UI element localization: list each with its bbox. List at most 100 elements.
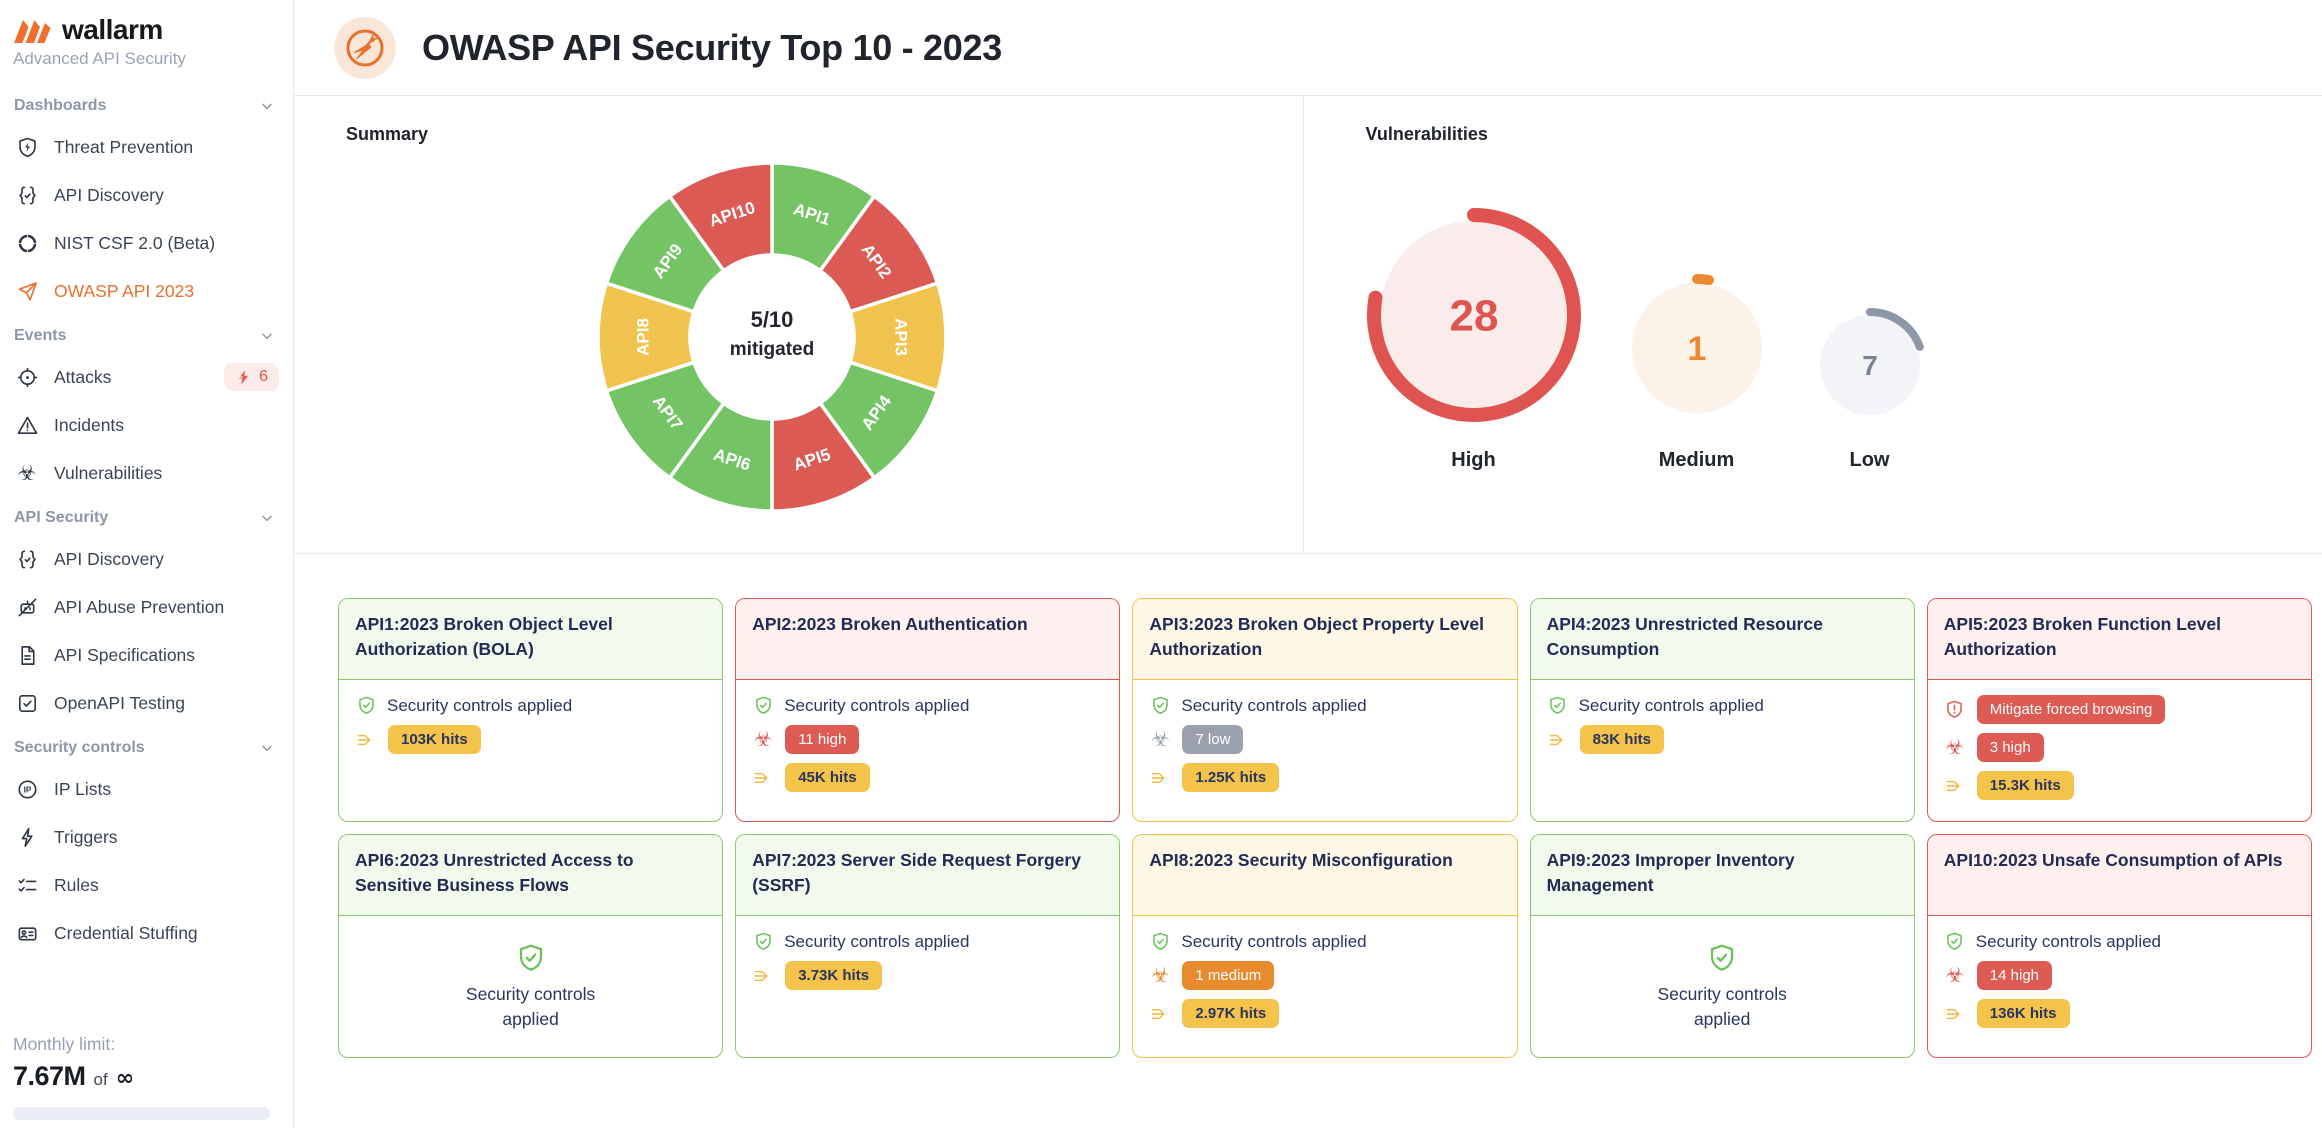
nav-section-api-security[interactable]: API Security xyxy=(13,497,281,535)
card-header: API10:2023 Unsafe Consumption of APIs xyxy=(1927,835,2311,916)
card-api5[interactable]: API5:2023 Broken Function Level Authoriz… xyxy=(1926,598,2312,822)
card-api2[interactable]: API2:2023 Broken Authentication Security… xyxy=(735,598,1121,822)
card-title: API10:2023 Unsafe Consumption of APIs xyxy=(1943,850,2283,870)
nav-section-dashboards[interactable]: Dashboards xyxy=(13,85,281,123)
security-controls-status: Security controls applied xyxy=(752,931,1103,952)
hits-row: 3.73K hits xyxy=(752,961,1103,990)
sidebar-item-api-specifications[interactable]: API Specifications xyxy=(13,631,281,679)
nav-section-events[interactable]: Events xyxy=(13,315,281,353)
sidebar-item-rules[interactable]: Rules xyxy=(13,861,281,909)
wallarm-logo-icon xyxy=(13,15,53,45)
card-api6[interactable]: API6:2023 Unrestricted Access to Sensiti… xyxy=(338,834,724,1058)
sidebar-item-ip-lists[interactable]: IP IP Lists xyxy=(13,765,281,813)
shield-check-icon xyxy=(1547,695,1569,716)
nav-section-security-controls[interactable]: Security controls xyxy=(13,727,281,765)
shield-check-icon xyxy=(752,931,774,952)
chevron-down-icon xyxy=(259,328,275,344)
security-controls-status: Security controls applied xyxy=(465,984,596,1029)
severity-badge: 14 high xyxy=(1976,961,2053,990)
hits-row: 2.97K hits xyxy=(1149,999,1500,1028)
sidebar-item-label: API Specifications xyxy=(54,644,196,665)
gauge-high: 28 High xyxy=(1366,207,1582,472)
card-api9[interactable]: API9:2023 Improper Inventory Management … xyxy=(1529,834,1915,1058)
attack-bolt-icon xyxy=(235,369,252,386)
sidebar-item-label: Triggers xyxy=(54,826,118,847)
hits-badge: 136K hits xyxy=(1976,999,2070,1028)
sidebar-item-owasp-api-2023[interactable]: OWASP API 2023 xyxy=(13,267,281,315)
hits-row: 45K hits xyxy=(752,763,1103,792)
chevron-down-icon xyxy=(259,740,275,756)
status-text: Security controls applied xyxy=(1578,695,1764,715)
card-header: API4:2023 Unrestricted Resource Consumpt… xyxy=(1530,599,1914,680)
gauge-value: 7 xyxy=(1862,350,1878,381)
braces-check-icon xyxy=(15,547,39,571)
card-api8[interactable]: API8:2023 Security Misconfiguration Secu… xyxy=(1132,834,1518,1058)
shield-check-icon xyxy=(752,695,774,716)
shield-check-icon xyxy=(1944,931,1966,952)
wallarm-logo[interactable]: wallarm xyxy=(13,14,281,46)
hits-row: 136K hits xyxy=(1944,999,2295,1028)
sidebar: wallarm Advanced API Security Dashboards… xyxy=(0,0,294,1128)
sidebar-item-threat-prevention[interactable]: Threat Prevention xyxy=(13,123,281,171)
nav-section-label: Events xyxy=(14,327,67,344)
shield-check-icon xyxy=(1149,931,1171,952)
sidebar-item-api-abuse-prevention[interactable]: API Abuse Prevention xyxy=(13,583,281,631)
hits-arrows-icon xyxy=(355,730,377,750)
status-text: Security controls applied xyxy=(784,695,970,715)
hits-arrows-icon xyxy=(752,966,774,986)
card-body: Security controls applied 103K hits xyxy=(339,680,722,821)
gauge-low: 7 Low xyxy=(1812,307,1928,472)
card-api7[interactable]: API7:2023 Server Side Request Forgery (S… xyxy=(735,834,1121,1058)
sidebar-item-vulnerabilities[interactable]: ☣ Vulnerabilities xyxy=(13,449,281,497)
severity-row-medium: ☣ 1 medium xyxy=(1149,961,1500,990)
sidebar-item-label: Threat Prevention xyxy=(54,136,194,157)
severity-row-low: ☣ 7 low xyxy=(1149,725,1500,754)
ip-circle-icon: IP xyxy=(15,777,39,801)
donut-center-caption: mitigated xyxy=(730,339,814,360)
sidebar-item-nist-csf-2-0-beta[interactable]: NIST CSF 2.0 (Beta) xyxy=(13,219,281,267)
security-controls-status: Security controls applied xyxy=(1944,931,2295,952)
gauge-ring: 1 xyxy=(1631,273,1762,413)
sidebar-item-incidents[interactable]: Incidents xyxy=(13,401,281,449)
card-header: API5:2023 Broken Function Level Authoriz… xyxy=(1927,599,2311,680)
sidebar-item-credential-stuffing[interactable]: Credential Stuffing xyxy=(13,909,281,957)
donut-segment-label: API3 xyxy=(892,318,911,356)
shield-check-icon xyxy=(515,942,547,974)
sidebar-item-label: Attacks xyxy=(54,366,112,387)
biohazard-icon: ☣ xyxy=(1150,963,1170,987)
chevron-down-icon xyxy=(259,98,275,114)
sidebar-item-openapi-testing[interactable]: OpenAPI Testing xyxy=(13,679,281,727)
card-title: API7:2023 Server Side Request Forgery (S… xyxy=(752,850,1081,896)
sidebar-item-api-discovery[interactable]: API Discovery xyxy=(13,535,281,583)
checklist-icon xyxy=(15,873,39,897)
sidebar-item-label: OpenAPI Testing xyxy=(54,692,186,713)
card-header: API7:2023 Server Side Request Forgery (S… xyxy=(736,835,1120,916)
security-controls-status: Security controls applied xyxy=(355,695,706,716)
card-api3[interactable]: API3:2023 Broken Object Property Level A… xyxy=(1132,598,1518,822)
gauge-value: 28 xyxy=(1449,291,1498,340)
box-check-icon xyxy=(15,691,39,715)
card-body: Security controls applied xyxy=(339,916,722,1057)
bolt-icon xyxy=(15,825,39,849)
shield-bolt-icon xyxy=(15,135,39,159)
card-header: API2:2023 Broken Authentication xyxy=(736,599,1120,680)
card-api10[interactable]: API10:2023 Unsafe Consumption of APIs Se… xyxy=(1926,834,2312,1058)
card-api4[interactable]: API4:2023 Unrestricted Resource Consumpt… xyxy=(1529,598,1915,822)
sidebar-item-triggers[interactable]: Triggers xyxy=(13,813,281,861)
sidebar-item-attacks[interactable]: Attacks 6 xyxy=(13,353,281,401)
biohazard-icon: ☣ xyxy=(1945,735,1965,759)
hits-row: 15.3K hits xyxy=(1944,771,2295,800)
hits-badge: 3.73K hits xyxy=(785,961,883,990)
chevron-down-icon xyxy=(259,510,275,526)
owasp-logo-icon xyxy=(334,16,396,79)
hits-row: 103K hits xyxy=(355,725,706,754)
hits-arrows-icon xyxy=(1944,1004,1966,1024)
severity-row-high: ☣ 14 high xyxy=(1944,961,2295,990)
sidebar-item-api-discovery[interactable]: API Discovery xyxy=(13,171,281,219)
vulnerabilities-title: Vulnerabilities xyxy=(1365,124,1488,144)
page-header: OWASP API Security Top 10 - 2023 xyxy=(294,0,2322,96)
hits-badge: 2.97K hits xyxy=(1182,999,1280,1028)
card-api1[interactable]: API1:2023 Broken Object Level Authorizat… xyxy=(338,598,724,822)
donut-segment-API10[interactable] xyxy=(668,161,774,273)
